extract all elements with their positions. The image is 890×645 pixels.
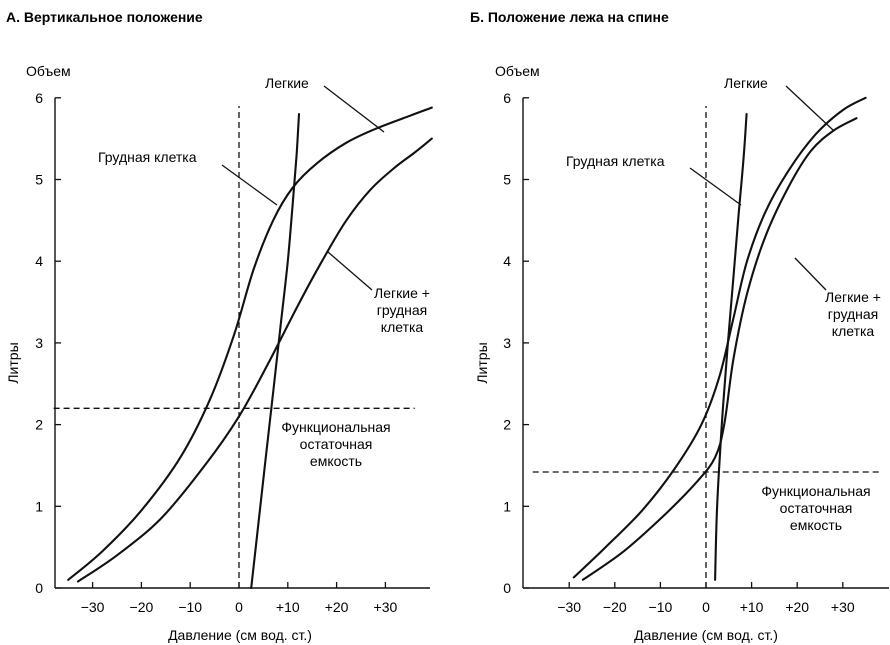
panel-a-x-tick-label: −20: [130, 599, 154, 615]
panel-a-x-tick-label: −30: [81, 599, 105, 615]
panel-b-title: Б. Положение лежа на спине: [470, 9, 669, 25]
panel-a-y-tick-label: 4: [35, 253, 43, 269]
panel-b-x-tick-label: −30: [557, 599, 581, 615]
panel-a-x-tick-label: +20: [325, 599, 349, 615]
panel-a-label-frc-2: остаточная: [300, 436, 373, 452]
panel-b-label-chest: Грудная клетка: [566, 153, 665, 169]
panel-a-label-lungs: Легкие: [265, 75, 309, 91]
panel-a-leader-lungs: [323, 85, 385, 133]
panel-b-x-tick-label: +10: [740, 599, 764, 615]
panel-b-series: [532, 96, 880, 588]
panel-b-y-tick-label: 3: [503, 335, 511, 351]
panel-b-label-lungs: Легкие: [724, 75, 768, 91]
panel-b-label-combined-1: Легкие +: [825, 289, 881, 305]
panel-b-x-tick-label: +30: [831, 599, 855, 615]
panel-b-ylabel-top: Объем: [495, 63, 540, 79]
panel-a-series: [53, 106, 433, 590]
panel-b-series-lungs-plus-chest: [581, 117, 858, 581]
panel-b-x-tick-label: +20: [785, 599, 809, 615]
panel-b-series-lungs: [572, 96, 867, 579]
panel-b: Б. Положение лежа на спине Объем Литры Д…: [470, 9, 889, 643]
panel-a-y-tick-label: 0: [35, 580, 43, 596]
panel-b-leader-lungs: [785, 85, 834, 131]
panel-a-x-tick-label: 0: [235, 599, 243, 615]
panel-a-x-tick-label: +30: [374, 599, 398, 615]
panel-a-label-frc-1: Функциональная: [281, 419, 390, 435]
panel-a-series-chest-wall: [250, 113, 301, 590]
panel-a-label-combined-1: Легкие +: [374, 285, 430, 301]
panel-a-label-combined-3: клетка: [381, 319, 424, 335]
panel-b-label-frc-1: Функциональная: [761, 483, 870, 499]
panel-a-series-lungs-plus-chest: [76, 137, 433, 583]
panel-b-ticks: 0 1 2 3 4 5 6 −30 −20 −10 0 +10 +20 +30: [503, 90, 855, 615]
panel-a-x-tick-label: +10: [276, 599, 300, 615]
panel-b-y-tick-label: 0: [503, 580, 511, 596]
panel-a-title: А. Вертикальное положение: [6, 9, 203, 25]
panel-a-y-tick-label: 1: [35, 498, 43, 514]
panel-b-leader-chest: [689, 167, 742, 206]
panel-b-label-combined-3: клетка: [832, 323, 875, 339]
panel-b-y-tick-label: 1: [503, 498, 511, 514]
panel-b-y-tick-label: 6: [503, 90, 511, 106]
panel-b-x-tick-label: −20: [603, 599, 627, 615]
panel-b-y-tick-label: 5: [503, 172, 511, 188]
panel-b-label-combined-2: грудная: [828, 306, 879, 322]
panel-b-xlabel: Давление (см вод. ст.): [634, 627, 778, 643]
panel-a-x-tick-label: −10: [178, 599, 202, 615]
panel-b-y-tick-label: 4: [503, 253, 511, 269]
panel-b-x-tick-label: −10: [649, 599, 673, 615]
panel-a-y-tick-label: 3: [35, 335, 43, 351]
panel-a-leader-combined: [327, 251, 373, 291]
panel-b-ylabel: Литры: [474, 342, 490, 383]
panel-a-series-lungs: [67, 106, 433, 581]
panel-b-y-tick-label: 2: [503, 417, 511, 433]
panel-a-axes: [54, 97, 430, 589]
panel-a-label-chest: Грудная клетка: [98, 149, 197, 165]
panel-b-x-tick-label: 0: [702, 599, 710, 615]
panel-b-series-chest-wall: [714, 113, 748, 581]
panel-a-y-tick-label: 2: [35, 417, 43, 433]
panel-a-label-combined-2: грудная: [377, 302, 428, 318]
panel-b-label-frc-3: емкость: [790, 517, 842, 533]
panel-b-leader-combined: [794, 257, 827, 291]
panel-a-ylabel: Литры: [5, 342, 21, 383]
panel-a-leader-chest: [221, 164, 278, 206]
panel-a-ylabel-top: Объем: [26, 63, 71, 79]
panel-a-label-frc-3: емкость: [310, 453, 362, 469]
panel-a-xlabel: Давление (см вод. ст.): [168, 627, 312, 643]
panel-b-label-frc-2: остаточная: [780, 500, 853, 516]
panel-a: А. Вертикальное положение Объем Литры Да…: [5, 9, 433, 643]
panel-a-y-tick-label: 5: [35, 172, 43, 188]
panel-a-y-tick-label: 6: [35, 90, 43, 106]
panel-a-ticks: 0 1 2 3 4 5 6 −30 −20 −10 0 +10 +20 +30: [35, 90, 397, 615]
